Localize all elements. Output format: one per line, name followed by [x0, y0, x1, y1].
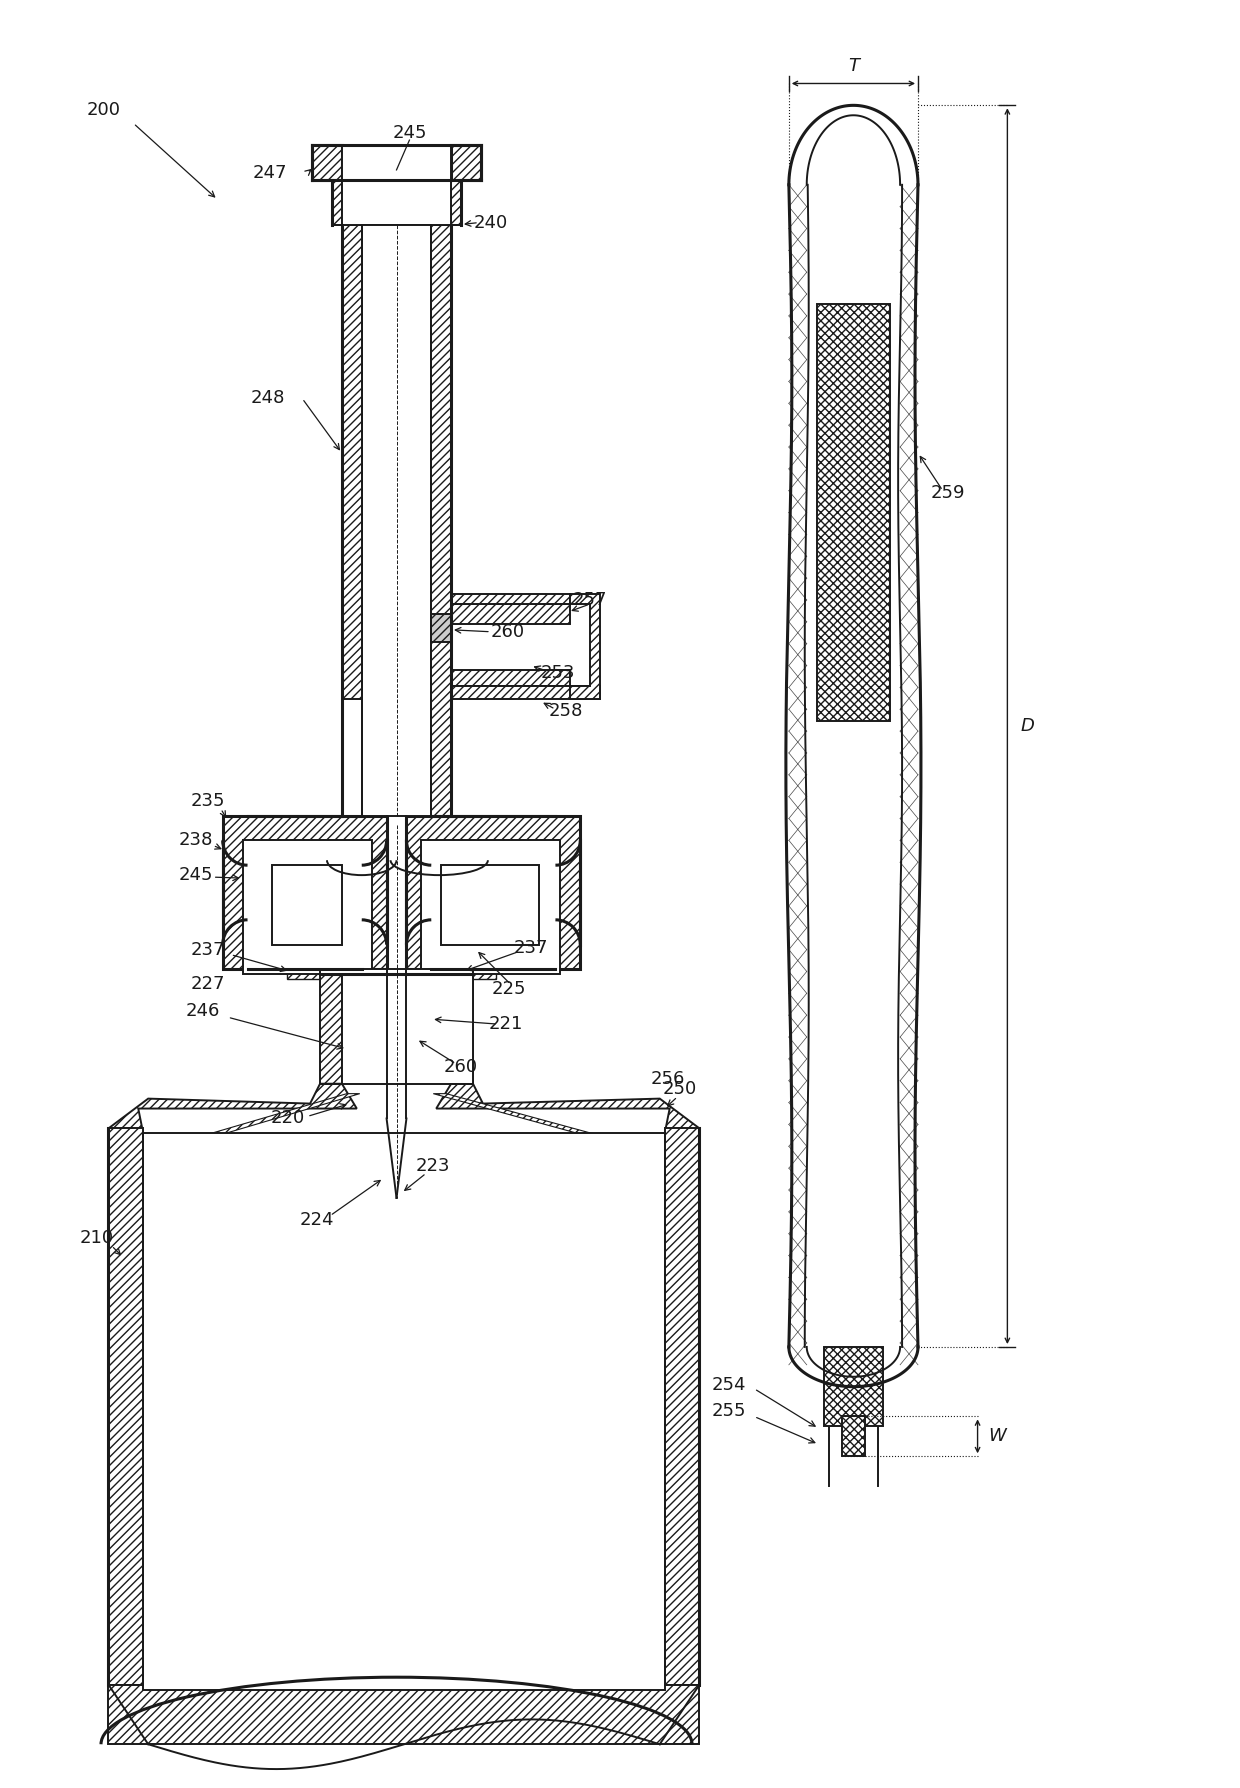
Text: 240: 240 [474, 213, 508, 231]
Text: 237: 237 [191, 940, 224, 958]
Text: 260: 260 [444, 1058, 479, 1076]
Polygon shape [451, 687, 600, 699]
Polygon shape [842, 1416, 866, 1455]
Polygon shape [288, 964, 322, 980]
Text: 238: 238 [179, 831, 213, 849]
Text: 257: 257 [573, 592, 608, 610]
Polygon shape [312, 145, 342, 181]
Text: 225: 225 [491, 980, 526, 998]
Polygon shape [342, 145, 451, 181]
Text: 254: 254 [712, 1375, 746, 1393]
Text: D: D [1021, 717, 1034, 735]
Polygon shape [342, 181, 451, 225]
Polygon shape [451, 181, 461, 225]
Text: 247: 247 [253, 164, 288, 182]
Polygon shape [451, 974, 472, 1084]
Polygon shape [407, 815, 580, 969]
Text: 259: 259 [930, 485, 965, 502]
Polygon shape [436, 1084, 699, 1134]
Polygon shape [243, 840, 372, 974]
Text: 253: 253 [541, 665, 574, 683]
Polygon shape [362, 225, 432, 815]
Polygon shape [451, 594, 570, 604]
Text: T: T [848, 57, 859, 75]
Text: 256: 256 [651, 1069, 684, 1087]
Text: 223: 223 [415, 1157, 450, 1175]
Text: 227: 227 [191, 976, 224, 994]
Polygon shape [570, 594, 600, 699]
Polygon shape [260, 860, 352, 944]
Polygon shape [432, 225, 451, 815]
Polygon shape [422, 840, 560, 974]
Polygon shape [223, 815, 387, 969]
Text: 245: 245 [179, 865, 213, 883]
Polygon shape [441, 865, 538, 944]
Polygon shape [451, 145, 481, 181]
Text: 235: 235 [191, 792, 224, 810]
Text: 210: 210 [79, 1228, 114, 1246]
Polygon shape [429, 860, 551, 944]
Text: 255: 255 [712, 1402, 746, 1420]
Polygon shape [342, 225, 362, 815]
Polygon shape [108, 1084, 357, 1134]
Text: 220: 220 [270, 1110, 304, 1128]
Polygon shape [451, 604, 570, 624]
Polygon shape [108, 1684, 699, 1745]
Text: 221: 221 [489, 1016, 523, 1033]
Text: 258: 258 [548, 703, 583, 721]
Polygon shape [144, 1134, 665, 1690]
Polygon shape [461, 964, 496, 980]
Polygon shape [451, 669, 570, 687]
Text: 200: 200 [87, 102, 120, 120]
Text: 224: 224 [300, 1210, 335, 1228]
Polygon shape [320, 974, 342, 1084]
Text: 246: 246 [186, 1003, 219, 1021]
Text: W: W [988, 1427, 1007, 1445]
Polygon shape [273, 865, 342, 944]
Polygon shape [342, 699, 362, 815]
Polygon shape [823, 1346, 883, 1427]
Text: 250: 250 [662, 1080, 697, 1098]
Polygon shape [320, 969, 472, 1084]
Text: 245: 245 [392, 123, 427, 143]
Polygon shape [144, 1094, 360, 1153]
Polygon shape [362, 613, 451, 642]
Text: 248: 248 [250, 390, 284, 408]
Polygon shape [433, 1094, 665, 1153]
Polygon shape [817, 304, 890, 721]
Polygon shape [332, 181, 342, 225]
Polygon shape [108, 1128, 144, 1684]
Polygon shape [665, 1128, 699, 1684]
Text: 260: 260 [491, 622, 525, 640]
Text: 237: 237 [513, 939, 548, 957]
